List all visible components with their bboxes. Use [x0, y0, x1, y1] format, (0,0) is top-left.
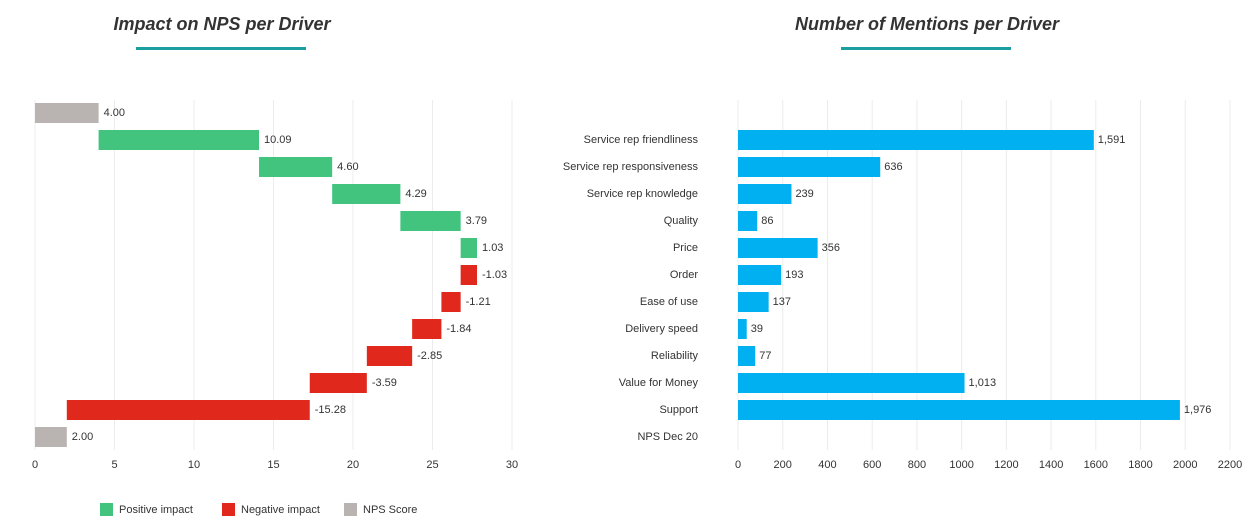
bar: [738, 373, 965, 393]
x-tick-label: 200: [774, 459, 792, 471]
bar: [412, 319, 442, 339]
bar: [460, 265, 478, 285]
y-tick-label: Service rep responsiveness: [563, 161, 699, 173]
data-label: -1.21: [466, 296, 491, 308]
x-tick-label: 10: [188, 459, 200, 471]
bar: [738, 238, 818, 258]
y-tick-label: Service rep friendliness: [584, 134, 699, 146]
legend-swatch: [222, 503, 235, 516]
x-tick-label: 20: [347, 459, 359, 471]
data-label: -1.84: [446, 323, 471, 335]
data-label: 3.79: [466, 215, 487, 227]
y-tick-label: Reliability: [651, 350, 699, 362]
data-label: 4.00: [104, 107, 125, 119]
bar: [738, 184, 792, 204]
title-underline: [841, 47, 1011, 50]
data-label: 10.09: [264, 134, 292, 146]
x-tick-label: 800: [908, 459, 926, 471]
data-label: 77: [759, 350, 771, 362]
data-label: 86: [761, 215, 773, 227]
y-tick-label: Service rep knowledge: [587, 188, 698, 200]
data-label: -3.59: [372, 377, 397, 389]
data-label: 356: [822, 242, 840, 254]
x-tick-label: 600: [863, 459, 881, 471]
bar: [35, 427, 67, 447]
legend-label: Negative impact: [241, 504, 320, 516]
data-label: 4.60: [337, 161, 358, 173]
y-tick-label: Ease of use: [640, 296, 698, 308]
data-label: 137: [773, 296, 791, 308]
x-tick-label: 2000: [1173, 459, 1197, 471]
y-tick-label: Value for Money: [619, 377, 699, 389]
x-tick-label: 25: [426, 459, 438, 471]
data-label: 4.29: [405, 188, 426, 200]
y-tick-label: Support: [659, 404, 698, 416]
bar: [460, 238, 478, 258]
data-label: 2.00: [72, 431, 93, 443]
legend-label: Positive impact: [119, 504, 193, 516]
data-label: 39: [751, 323, 763, 335]
data-label: -1.03: [482, 269, 507, 281]
bar: [35, 103, 99, 123]
x-tick-label: 1800: [1128, 459, 1152, 471]
y-tick-label: Delivery speed: [625, 323, 698, 335]
bar: [738, 400, 1180, 420]
data-label: -2.85: [417, 350, 442, 362]
bar: [738, 211, 758, 231]
y-tick-label: NPS Dec 20: [637, 431, 698, 443]
x-tick-label: 1400: [1039, 459, 1063, 471]
legend-label: NPS Score: [363, 504, 417, 516]
x-tick-label: 30: [506, 459, 518, 471]
data-label: 239: [795, 188, 813, 200]
bar: [441, 292, 461, 312]
bar: [738, 319, 747, 339]
legend-swatch: [344, 503, 357, 516]
data-label: 1,013: [969, 377, 997, 389]
x-tick-label: 0: [735, 459, 741, 471]
y-tick-label: Quality: [664, 215, 699, 227]
bar: [400, 211, 461, 231]
data-label: 1.03: [482, 242, 503, 254]
bar: [738, 265, 782, 285]
x-tick-label: 1200: [994, 459, 1018, 471]
bar: [738, 292, 769, 312]
bar: [259, 157, 333, 177]
title-underline: [136, 47, 306, 50]
x-tick-label: 1000: [949, 459, 973, 471]
x-tick-label: 15: [267, 459, 279, 471]
data-label: 1,591: [1098, 134, 1126, 146]
y-tick-label: Order: [670, 269, 698, 281]
data-label: 193: [785, 269, 803, 281]
x-tick-label: 1600: [1084, 459, 1108, 471]
chart-title: Number of Mentions per Driver: [795, 14, 1060, 34]
bar: [738, 157, 881, 177]
x-tick-label: 0: [32, 459, 38, 471]
bar: [738, 346, 756, 366]
x-tick-label: 400: [818, 459, 836, 471]
data-label: -15.28: [315, 404, 346, 416]
y-tick-label: Price: [673, 242, 698, 254]
chart-title: Impact on NPS per Driver: [113, 14, 331, 34]
legend-swatch: [100, 503, 113, 516]
bar: [738, 130, 1094, 150]
bar: [98, 130, 260, 150]
bar: [309, 373, 367, 393]
x-tick-label: 5: [111, 459, 117, 471]
bar: [332, 184, 401, 204]
data-label: 1,976: [1184, 404, 1212, 416]
bar: [366, 346, 413, 366]
data-label: 636: [884, 161, 902, 173]
x-tick-label: 2200: [1218, 459, 1242, 471]
bar: [66, 400, 310, 420]
